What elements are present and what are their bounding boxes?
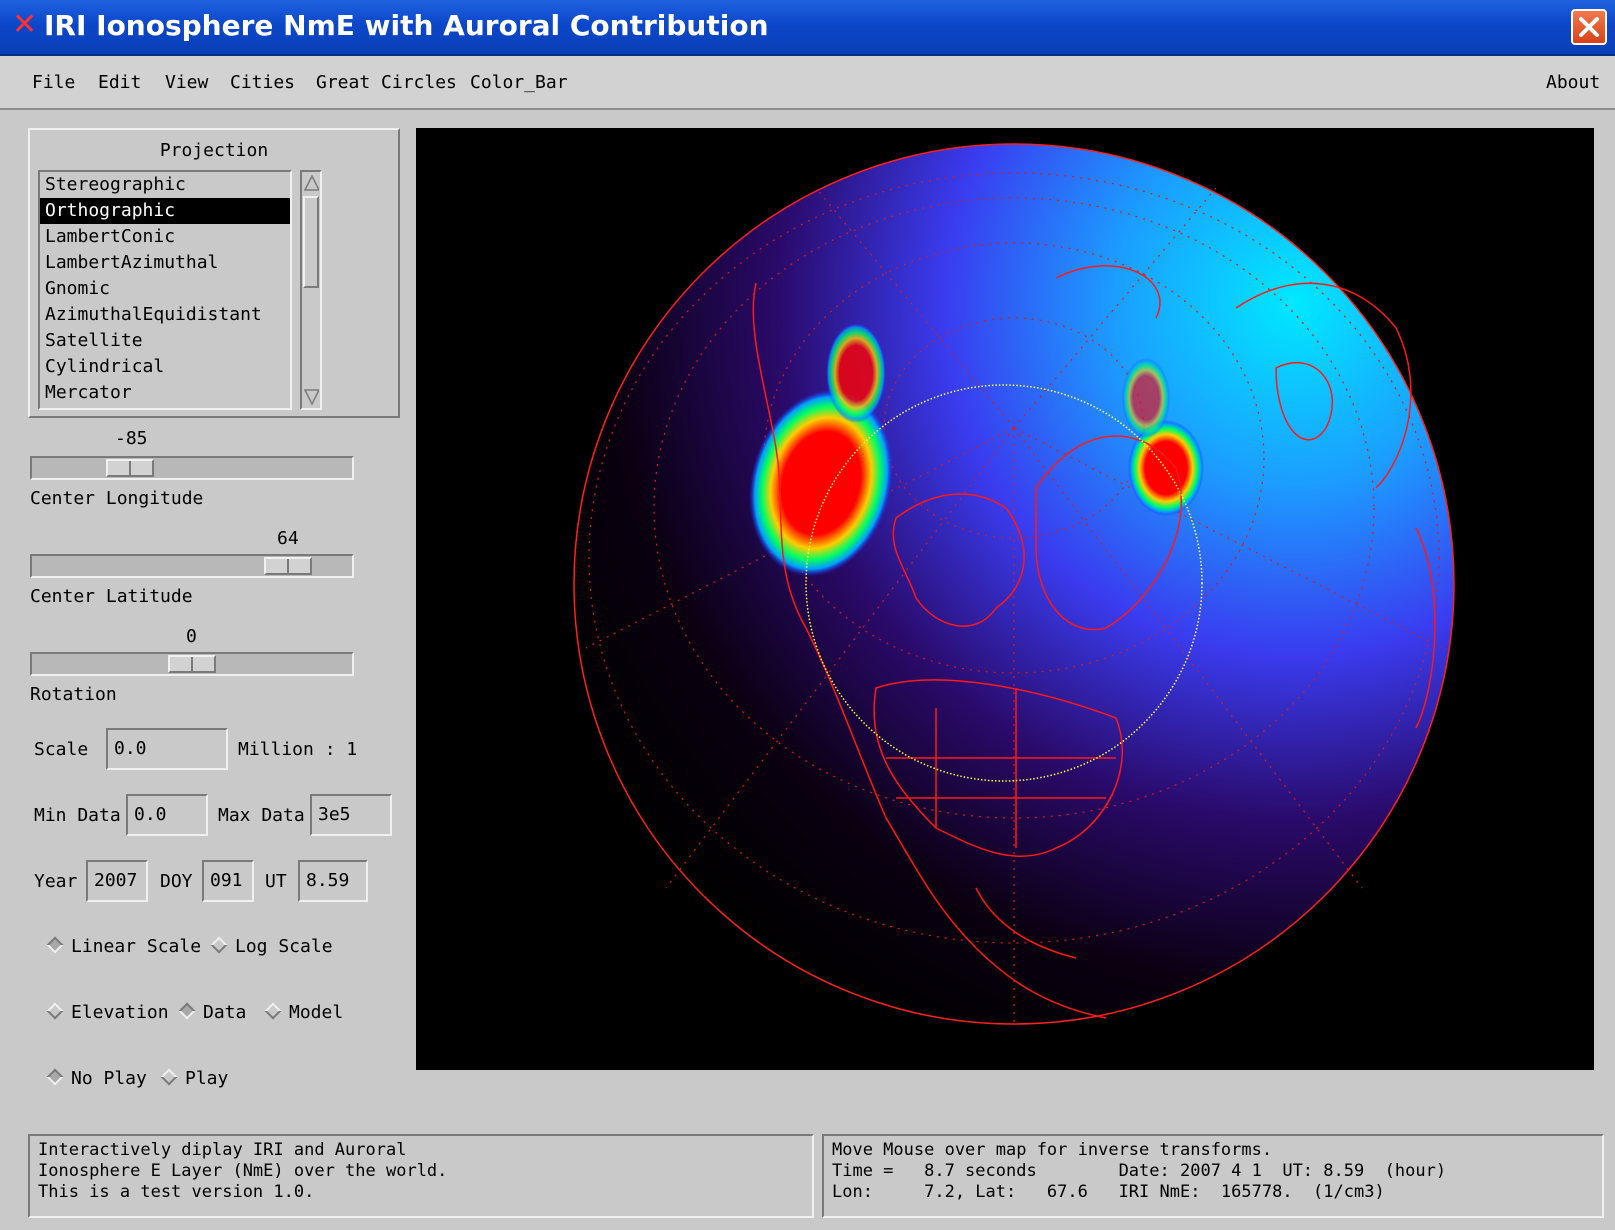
elevation-radio[interactable]: Elevation (46, 1002, 169, 1023)
title-bar: ✕ IRI Ionosphere NmE with Auroral Contri… (0, 0, 1615, 56)
menu-about[interactable]: About (1546, 72, 1601, 93)
linear-scale-radio[interactable]: Linear Scale (46, 936, 201, 957)
play-label: Play (185, 1068, 229, 1089)
radio-selected-icon (178, 1002, 196, 1020)
projection-option[interactable]: LambertConic (45, 226, 176, 247)
log-scale-radio[interactable]: Log Scale (210, 936, 333, 957)
year-input[interactable]: 2007 (86, 860, 148, 902)
ut-label: UT (265, 871, 287, 892)
slider-thumb[interactable] (168, 655, 216, 673)
radio-unselected-icon (210, 936, 228, 954)
close-button[interactable] (1571, 9, 1607, 45)
scale-input[interactable]: 0.0 (106, 728, 228, 770)
rotation-slider[interactable] (30, 652, 354, 676)
rotation-label: Rotation (30, 684, 117, 705)
slider-thumb[interactable] (264, 557, 312, 575)
min-data-label: Min Data (34, 805, 121, 826)
scale-unit-label: Million : 1 (238, 739, 358, 760)
app-x-icon: ✕ (12, 7, 38, 42)
status-readout-box: Move Mouse over map for inverse transfor… (822, 1134, 1604, 1218)
menu-great-circles[interactable]: Great Circles (316, 72, 457, 93)
no-play-label: No Play (71, 1068, 147, 1089)
globe (573, 143, 1455, 1025)
play-radio[interactable]: Play (160, 1068, 228, 1089)
center-longitude-value: -85 (115, 428, 148, 449)
slider-thumb[interactable] (106, 459, 154, 477)
year-label: Year (34, 871, 78, 892)
center-longitude-label: Center Longitude (30, 488, 204, 509)
center-latitude-slider[interactable] (30, 554, 354, 578)
menu-bar: File Edit View Cities Great Circles Colo… (0, 56, 1615, 110)
doy-label: DOY (160, 871, 193, 892)
data-radio[interactable]: Data (178, 1002, 246, 1023)
scale-label: Scale (34, 739, 89, 760)
coastlines (752, 265, 1436, 1019)
projection-option[interactable]: LambertAzimuthal (45, 252, 219, 273)
radio-selected-icon (46, 936, 64, 954)
aurora-band-east (1122, 358, 1170, 438)
data-label: Data (203, 1002, 247, 1023)
model-radio[interactable]: Model (264, 1002, 343, 1023)
menu-view[interactable]: View (165, 72, 209, 93)
scroll-down-icon[interactable] (303, 387, 319, 407)
projection-panel: Projection Stereographic Orthographic La… (28, 128, 400, 418)
center-latitude-label: Center Latitude (30, 586, 193, 607)
scroll-thumb[interactable] (303, 196, 319, 288)
max-data-label: Max Data (218, 805, 305, 826)
max-data-input[interactable]: 3e5 (310, 794, 392, 836)
log-scale-label: Log Scale (235, 936, 333, 957)
no-play-radio[interactable]: No Play (46, 1068, 147, 1089)
projection-label: Projection (159, 140, 269, 161)
map-canvas[interactable] (416, 128, 1594, 1070)
radio-unselected-icon (160, 1068, 178, 1086)
projection-option[interactable]: Stereographic (45, 174, 186, 195)
radio-unselected-icon (264, 1002, 282, 1020)
menu-cities[interactable]: Cities (230, 72, 296, 93)
menu-edit[interactable]: Edit (98, 72, 142, 93)
scroll-up-icon[interactable] (303, 173, 319, 193)
linear-scale-label: Linear Scale (71, 936, 202, 957)
radio-selected-icon (46, 1068, 64, 1086)
doy-input[interactable]: 091 (202, 860, 254, 902)
projection-option[interactable]: Gnomic (45, 278, 111, 299)
elevation-label: Elevation (71, 1002, 169, 1023)
aurora-hotspot-west (749, 389, 893, 577)
close-icon (1579, 17, 1599, 37)
model-label: Model (289, 1002, 344, 1023)
projection-option[interactable]: AzimuthalEquidistant (45, 304, 262, 325)
projection-option[interactable]: Satellite (45, 330, 143, 351)
rotation-value: 0 (186, 626, 197, 647)
center-longitude-slider[interactable] (30, 456, 354, 480)
projection-scrollbar[interactable] (300, 170, 322, 410)
radio-unselected-icon (46, 1002, 64, 1020)
center-latitude-value: 64 (277, 528, 299, 549)
projection-list[interactable]: Stereographic Orthographic LambertConic … (38, 170, 292, 410)
globe-map[interactable] (416, 128, 1594, 1070)
projection-option[interactable]: Mercator (45, 382, 132, 403)
info-text-box: Interactively diplay IRI and Auroral Ion… (28, 1134, 814, 1218)
projection-option-selected[interactable]: Orthographic (40, 198, 290, 224)
ut-input[interactable]: 8.59 (298, 860, 368, 902)
auroral-oval-circle (805, 384, 1203, 782)
menu-file[interactable]: File (32, 72, 76, 93)
min-data-input[interactable]: 0.0 (126, 794, 208, 836)
projection-option[interactable]: Cylindrical (45, 356, 165, 377)
menu-color-bar[interactable]: Color_Bar (470, 72, 568, 93)
aurora-band-west (826, 323, 886, 423)
window-title: IRI Ionosphere NmE with Auroral Contribu… (44, 9, 769, 42)
